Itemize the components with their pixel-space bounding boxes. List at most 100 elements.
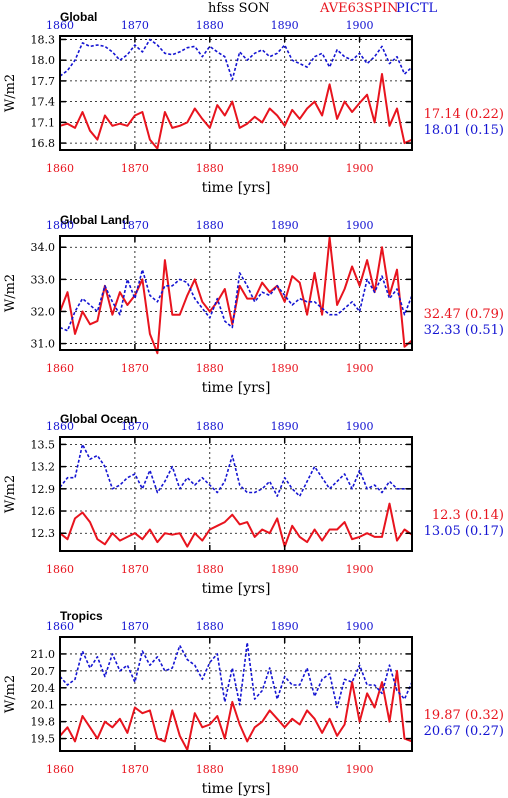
panel-title: Global Ocean <box>60 412 137 426</box>
bottom-tick-label: 1880 <box>196 563 224 576</box>
top-tick-label: 1900 <box>346 420 374 433</box>
series-line-blue <box>59 641 413 709</box>
y-axis-label: W/m2 <box>3 475 18 513</box>
top-tick-label: 1900 <box>346 19 374 32</box>
top-tick-label: 1860 <box>46 420 74 433</box>
summary-red: 17.14 (0.22) <box>424 107 504 122</box>
bottom-tick-label: 1890 <box>271 563 299 576</box>
y-tick-label: 12.6 <box>31 505 56 518</box>
bottom-tick-label: 1890 <box>271 763 299 776</box>
bottom-tick-label: 1870 <box>121 763 149 776</box>
series-line-red <box>59 73 413 150</box>
bottom-tick-label: 1900 <box>346 362 374 375</box>
bottom-tick-label: 1880 <box>196 162 224 175</box>
y-axis-label: W/m2 <box>3 274 18 312</box>
panel-title: Global Land <box>60 213 129 227</box>
bottom-tick-label: 1860 <box>46 362 74 375</box>
header-blue-label: PICTL <box>396 1 438 16</box>
summary-blue: 32.33 (0.51) <box>424 323 504 338</box>
x-axis-label: time [yrs] <box>202 180 271 196</box>
bottom-tick-label: 1870 <box>121 362 149 375</box>
series-line-red <box>59 236 413 355</box>
y-tick-label: 31.0 <box>31 338 56 351</box>
bottom-tick-label: 1890 <box>271 162 299 175</box>
bottom-tick-label: 1880 <box>196 763 224 776</box>
y-tick-label: 12.9 <box>31 483 56 496</box>
summary-blue: 20.67 (0.27) <box>424 724 504 739</box>
y-axis-label: W/m2 <box>3 675 18 713</box>
top-tick-label: 1880 <box>196 19 224 32</box>
bottom-tick-label: 1860 <box>46 563 74 576</box>
summary-blue: 13.05 (0.17) <box>424 524 504 539</box>
y-tick-label: 17.7 <box>31 75 56 88</box>
top-tick-label: 1870 <box>121 219 149 232</box>
top-tick-label: 1860 <box>46 219 74 232</box>
y-tick-label: 16.8 <box>31 137 56 150</box>
top-tick-label: 1880 <box>196 420 224 433</box>
series-line-red <box>59 502 413 548</box>
bottom-tick-label: 1870 <box>121 563 149 576</box>
top-tick-label: 1870 <box>121 19 149 32</box>
series-line-blue <box>59 268 413 332</box>
series-line-blue <box>59 38 413 81</box>
y-tick-label: 17.4 <box>31 96 56 109</box>
y-tick-label: 18.0 <box>31 54 56 67</box>
x-axis-label: time [yrs] <box>202 781 271 797</box>
header-center-label: hfss SON <box>208 1 270 16</box>
bottom-tick-label: 1860 <box>46 162 74 175</box>
summary-red: 19.87 (0.32) <box>424 708 504 723</box>
panel-title: Global <box>60 10 97 24</box>
bottom-tick-label: 1890 <box>271 362 299 375</box>
y-tick-label: 33.0 <box>31 273 56 286</box>
y-tick-label: 20.1 <box>31 699 56 712</box>
top-tick-label: 1900 <box>346 620 374 633</box>
y-tick-label: 18.3 <box>31 33 56 46</box>
summary-red: 32.47 (0.79) <box>424 307 504 322</box>
top-tick-label: 1860 <box>46 19 74 32</box>
y-tick-label: 19.5 <box>31 733 56 746</box>
top-tick-label: 1890 <box>271 219 299 232</box>
bottom-tick-label: 1900 <box>346 763 374 776</box>
bottom-tick-label: 1870 <box>121 162 149 175</box>
plot-frame <box>59 235 413 351</box>
y-tick-label: 12.3 <box>31 527 56 540</box>
series-line-red <box>59 669 413 751</box>
y-axis-label: W/m2 <box>3 74 18 112</box>
top-tick-label: 1870 <box>121 620 149 633</box>
top-tick-label: 1900 <box>346 219 374 232</box>
bottom-tick-label: 1900 <box>346 563 374 576</box>
y-tick-label: 20.7 <box>31 665 56 678</box>
y-tick-label: 32.0 <box>31 305 56 318</box>
top-tick-label: 1890 <box>271 19 299 32</box>
top-tick-label: 1860 <box>46 620 74 633</box>
y-tick-label: 21.0 <box>31 648 56 661</box>
y-tick-label: 20.4 <box>31 682 56 695</box>
bottom-tick-label: 1900 <box>346 162 374 175</box>
bottom-tick-label: 1880 <box>196 362 224 375</box>
top-tick-label: 1880 <box>196 219 224 232</box>
top-tick-label: 1880 <box>196 620 224 633</box>
x-axis-label: time [yrs] <box>202 380 271 396</box>
x-axis-label: time [yrs] <box>202 581 271 597</box>
bottom-tick-label: 1860 <box>46 763 74 776</box>
top-tick-label: 1890 <box>271 420 299 433</box>
series-line-blue <box>59 443 412 498</box>
y-tick-label: 19.8 <box>31 716 56 729</box>
plot-frame <box>59 636 413 752</box>
top-tick-label: 1890 <box>271 620 299 633</box>
panel-title: Tropics <box>60 609 103 623</box>
summary-blue: 18.01 (0.15) <box>424 123 504 138</box>
y-tick-label: 13.2 <box>31 461 56 474</box>
header-red-label: AVE63SPIN <box>319 1 398 16</box>
y-tick-label: 17.1 <box>31 116 56 129</box>
summary-red: 12.3 (0.14) <box>432 508 504 523</box>
plot-frame <box>59 35 413 151</box>
plot-frame <box>59 436 413 552</box>
top-tick-label: 1870 <box>121 420 149 433</box>
